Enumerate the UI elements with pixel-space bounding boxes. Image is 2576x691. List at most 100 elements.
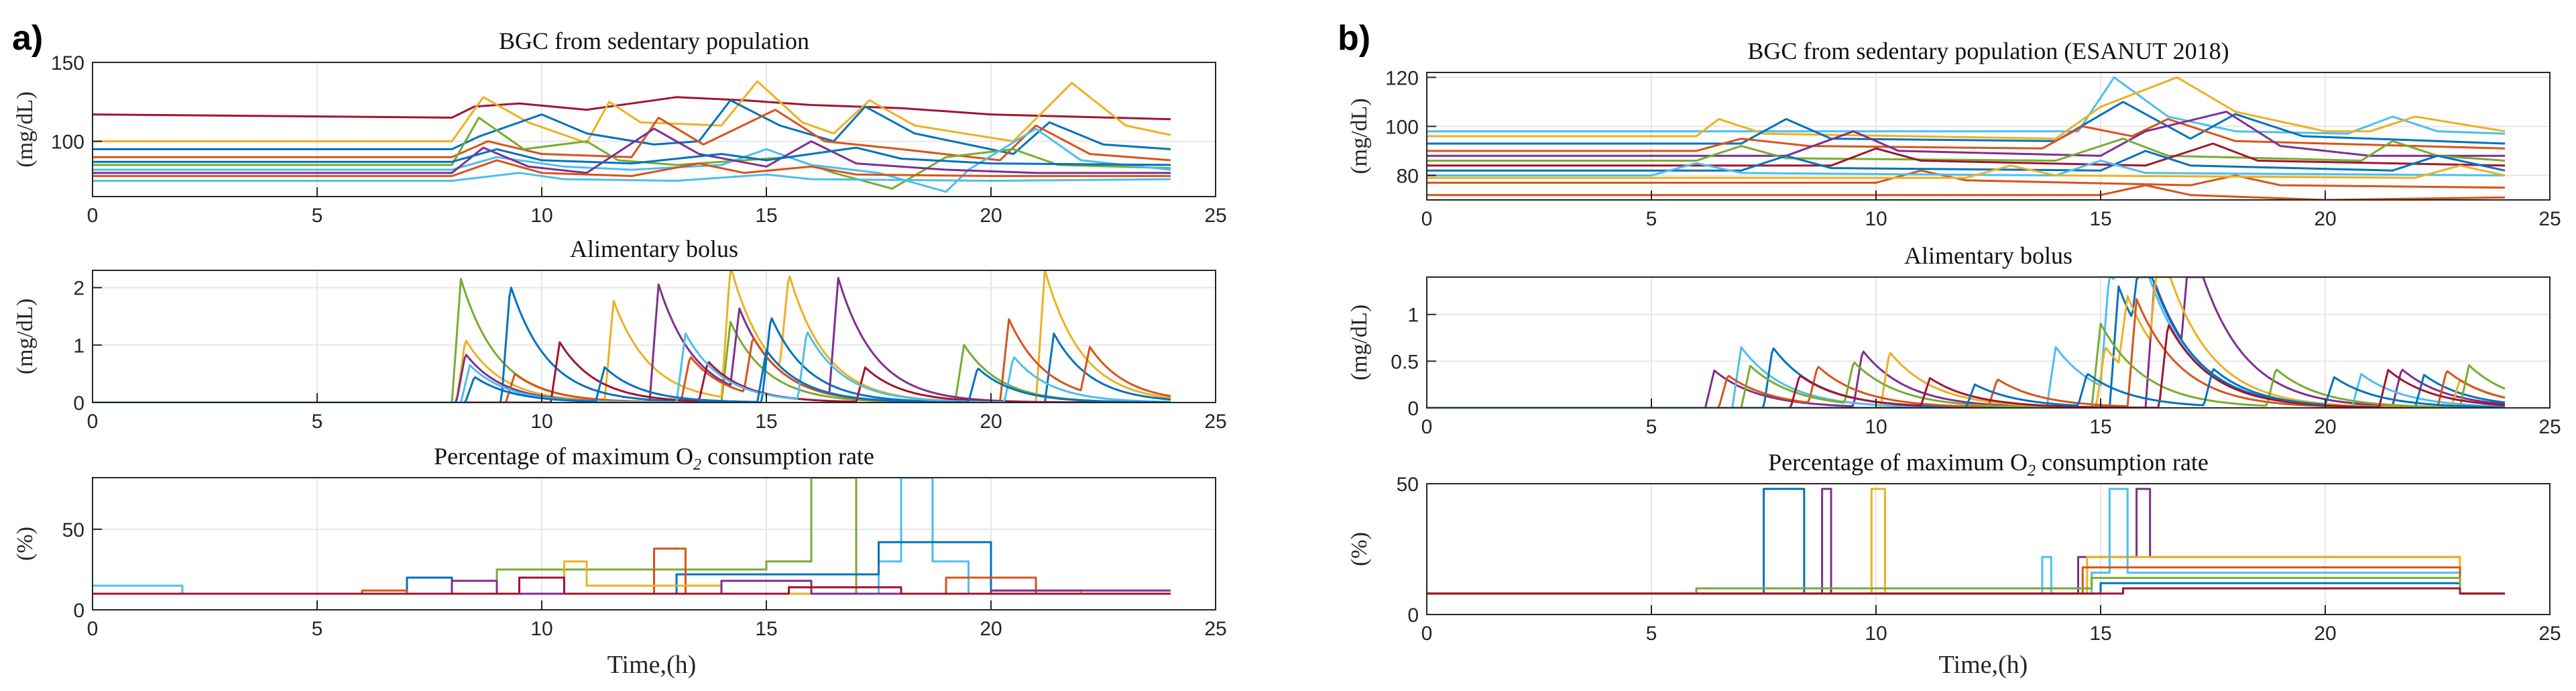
y-tick-label: 100 (51, 131, 84, 154)
chart-title-main: BGC from sedentary population (ESANUT 20… (1747, 38, 2229, 64)
y-axis-label: (mg/dL) (1347, 98, 1372, 174)
x-tick-label: 0 (87, 205, 99, 227)
x-axis-label-a: Time,(h) (607, 651, 697, 679)
x-tick-label: 15 (2089, 416, 2111, 438)
x-tick-label: 25 (2538, 208, 2561, 230)
y-tick-label: 50 (62, 519, 84, 541)
x-tick-label: 20 (980, 205, 1002, 227)
series-line-0 (1427, 76, 2506, 135)
chart-title: Alimentary bolus (1904, 242, 2072, 269)
y-tick-label: 0 (73, 600, 84, 622)
y-tick-label: 0.5 (1391, 351, 1419, 373)
series-line-2 (93, 541, 1171, 595)
chart-title: Percentage of maximum O2 consumption rat… (1768, 449, 2209, 480)
x-tick-label: 0 (1421, 416, 1433, 438)
y-axis-label: (%) (1347, 532, 1372, 566)
plot-a-2: 0 5 10 15 20 25 0 50 Percentage of maximum O2 co… (13, 443, 1227, 640)
series-line-4 (1427, 566, 2505, 595)
x-tick-label: 5 (1646, 208, 1657, 230)
y-axis-label: (mg/dL) (1347, 305, 1372, 380)
x-tick-label: 10 (530, 618, 552, 640)
x-tick-label: 0 (1421, 208, 1433, 230)
series-line-6 (1427, 324, 2506, 408)
chart-title-main: Alimentary bolus (1904, 242, 2072, 269)
series-line-1 (1427, 277, 2505, 408)
series-line-6 (93, 331, 1171, 403)
x-tick-label: 10 (1865, 416, 1887, 438)
y-tick-label: 50 (1397, 474, 1419, 496)
y-tick-label: 2 (73, 278, 84, 300)
series-line-5 (93, 341, 1171, 403)
axes-box (1426, 72, 2551, 201)
series-line-0 (1427, 277, 2506, 408)
series-line-8 (93, 159, 1171, 177)
chart-title-suffix: consumption rate (701, 443, 874, 470)
chart-title-subscript: 2 (2028, 462, 2036, 480)
chart-title-subscript: 2 (693, 456, 701, 474)
series-group (93, 80, 1171, 193)
x-tick-label: 15 (755, 205, 777, 227)
series-line-9 (93, 172, 1171, 182)
x-tick-label: 25 (1204, 205, 1226, 227)
y-axis-label: (mg/dL) (13, 91, 38, 167)
plot-b-2: 0 5 10 15 20 25 0 50 Percentage of maximum O2 co… (1347, 449, 2561, 645)
series-line-9 (1427, 184, 2506, 200)
x-tick-label: 20 (2314, 208, 2336, 230)
y-tick-label: 1 (1407, 305, 1419, 327)
series-line-3 (93, 547, 1171, 595)
series-group (93, 478, 1171, 595)
series-line-5 (1427, 576, 2505, 595)
series-line-6 (1427, 587, 2505, 595)
series-line-5 (1427, 322, 2506, 408)
x-tick-label: 20 (980, 618, 1002, 640)
series-group (1427, 76, 2506, 200)
series-line-6 (93, 576, 1171, 595)
x-tick-label: 15 (755, 411, 777, 433)
series-line-7 (93, 146, 1171, 166)
axes-box (92, 62, 1216, 197)
series-line-3 (1427, 488, 2505, 595)
series-line-3 (1427, 117, 2506, 152)
x-tick-label: 10 (1865, 208, 1887, 230)
series-line-2 (1427, 277, 2506, 408)
series-line-1 (1427, 76, 2506, 140)
x-axis-label-b: Time,(h) (1939, 651, 2028, 679)
x-tick-label: 20 (980, 411, 1002, 433)
series-group (93, 270, 1171, 403)
series-line-1 (93, 80, 1171, 144)
panel-label-b: b) (1338, 19, 1370, 58)
series-line-4 (1427, 111, 2505, 157)
y-axis-label: (mg/dL) (13, 299, 38, 374)
series-line-6 (1427, 142, 2506, 167)
axes-box (1426, 276, 2551, 409)
plot-a-0: 0 5 10 15 20 25 100 150 BGC from sedentary popul… (13, 28, 1227, 227)
y-tick-label: 0 (1407, 398, 1419, 420)
chart-title-main: BGC from sedentary population (499, 28, 809, 54)
series-line-8 (1427, 169, 2506, 189)
series-line-6 (93, 127, 1171, 174)
series-group (1427, 488, 2505, 595)
chart-title-main: Percentage of maximum O (434, 443, 693, 470)
x-tick-label: 0 (87, 618, 99, 640)
chart-title-suffix: consumption rate (2036, 449, 2209, 476)
x-tick-label: 15 (755, 618, 777, 640)
x-tick-label: 5 (1646, 623, 1657, 645)
plot-b-1: 0 5 10 15 20 25 0 0.5 1 Alimentary bolus (mg/dL) (1347, 242, 2561, 438)
x-tick-label: 0 (1421, 623, 1433, 645)
x-tick-label: 0 (87, 411, 99, 433)
series-line-10 (1427, 160, 2506, 176)
x-tick-label: 5 (312, 205, 323, 227)
y-tick-label: 1 (73, 335, 84, 357)
y-tick-label: 100 (1385, 116, 1419, 138)
panel-label-a: a) (12, 19, 43, 58)
axes-box (1426, 483, 2551, 615)
series-line-5 (93, 127, 1171, 193)
x-tick-label: 15 (2089, 208, 2111, 230)
series-line-2 (1427, 101, 2506, 145)
series-line-2 (93, 99, 1171, 155)
series-line-11 (1427, 164, 2506, 179)
y-tick-label: 150 (51, 52, 84, 74)
series-line-0 (93, 96, 1171, 121)
